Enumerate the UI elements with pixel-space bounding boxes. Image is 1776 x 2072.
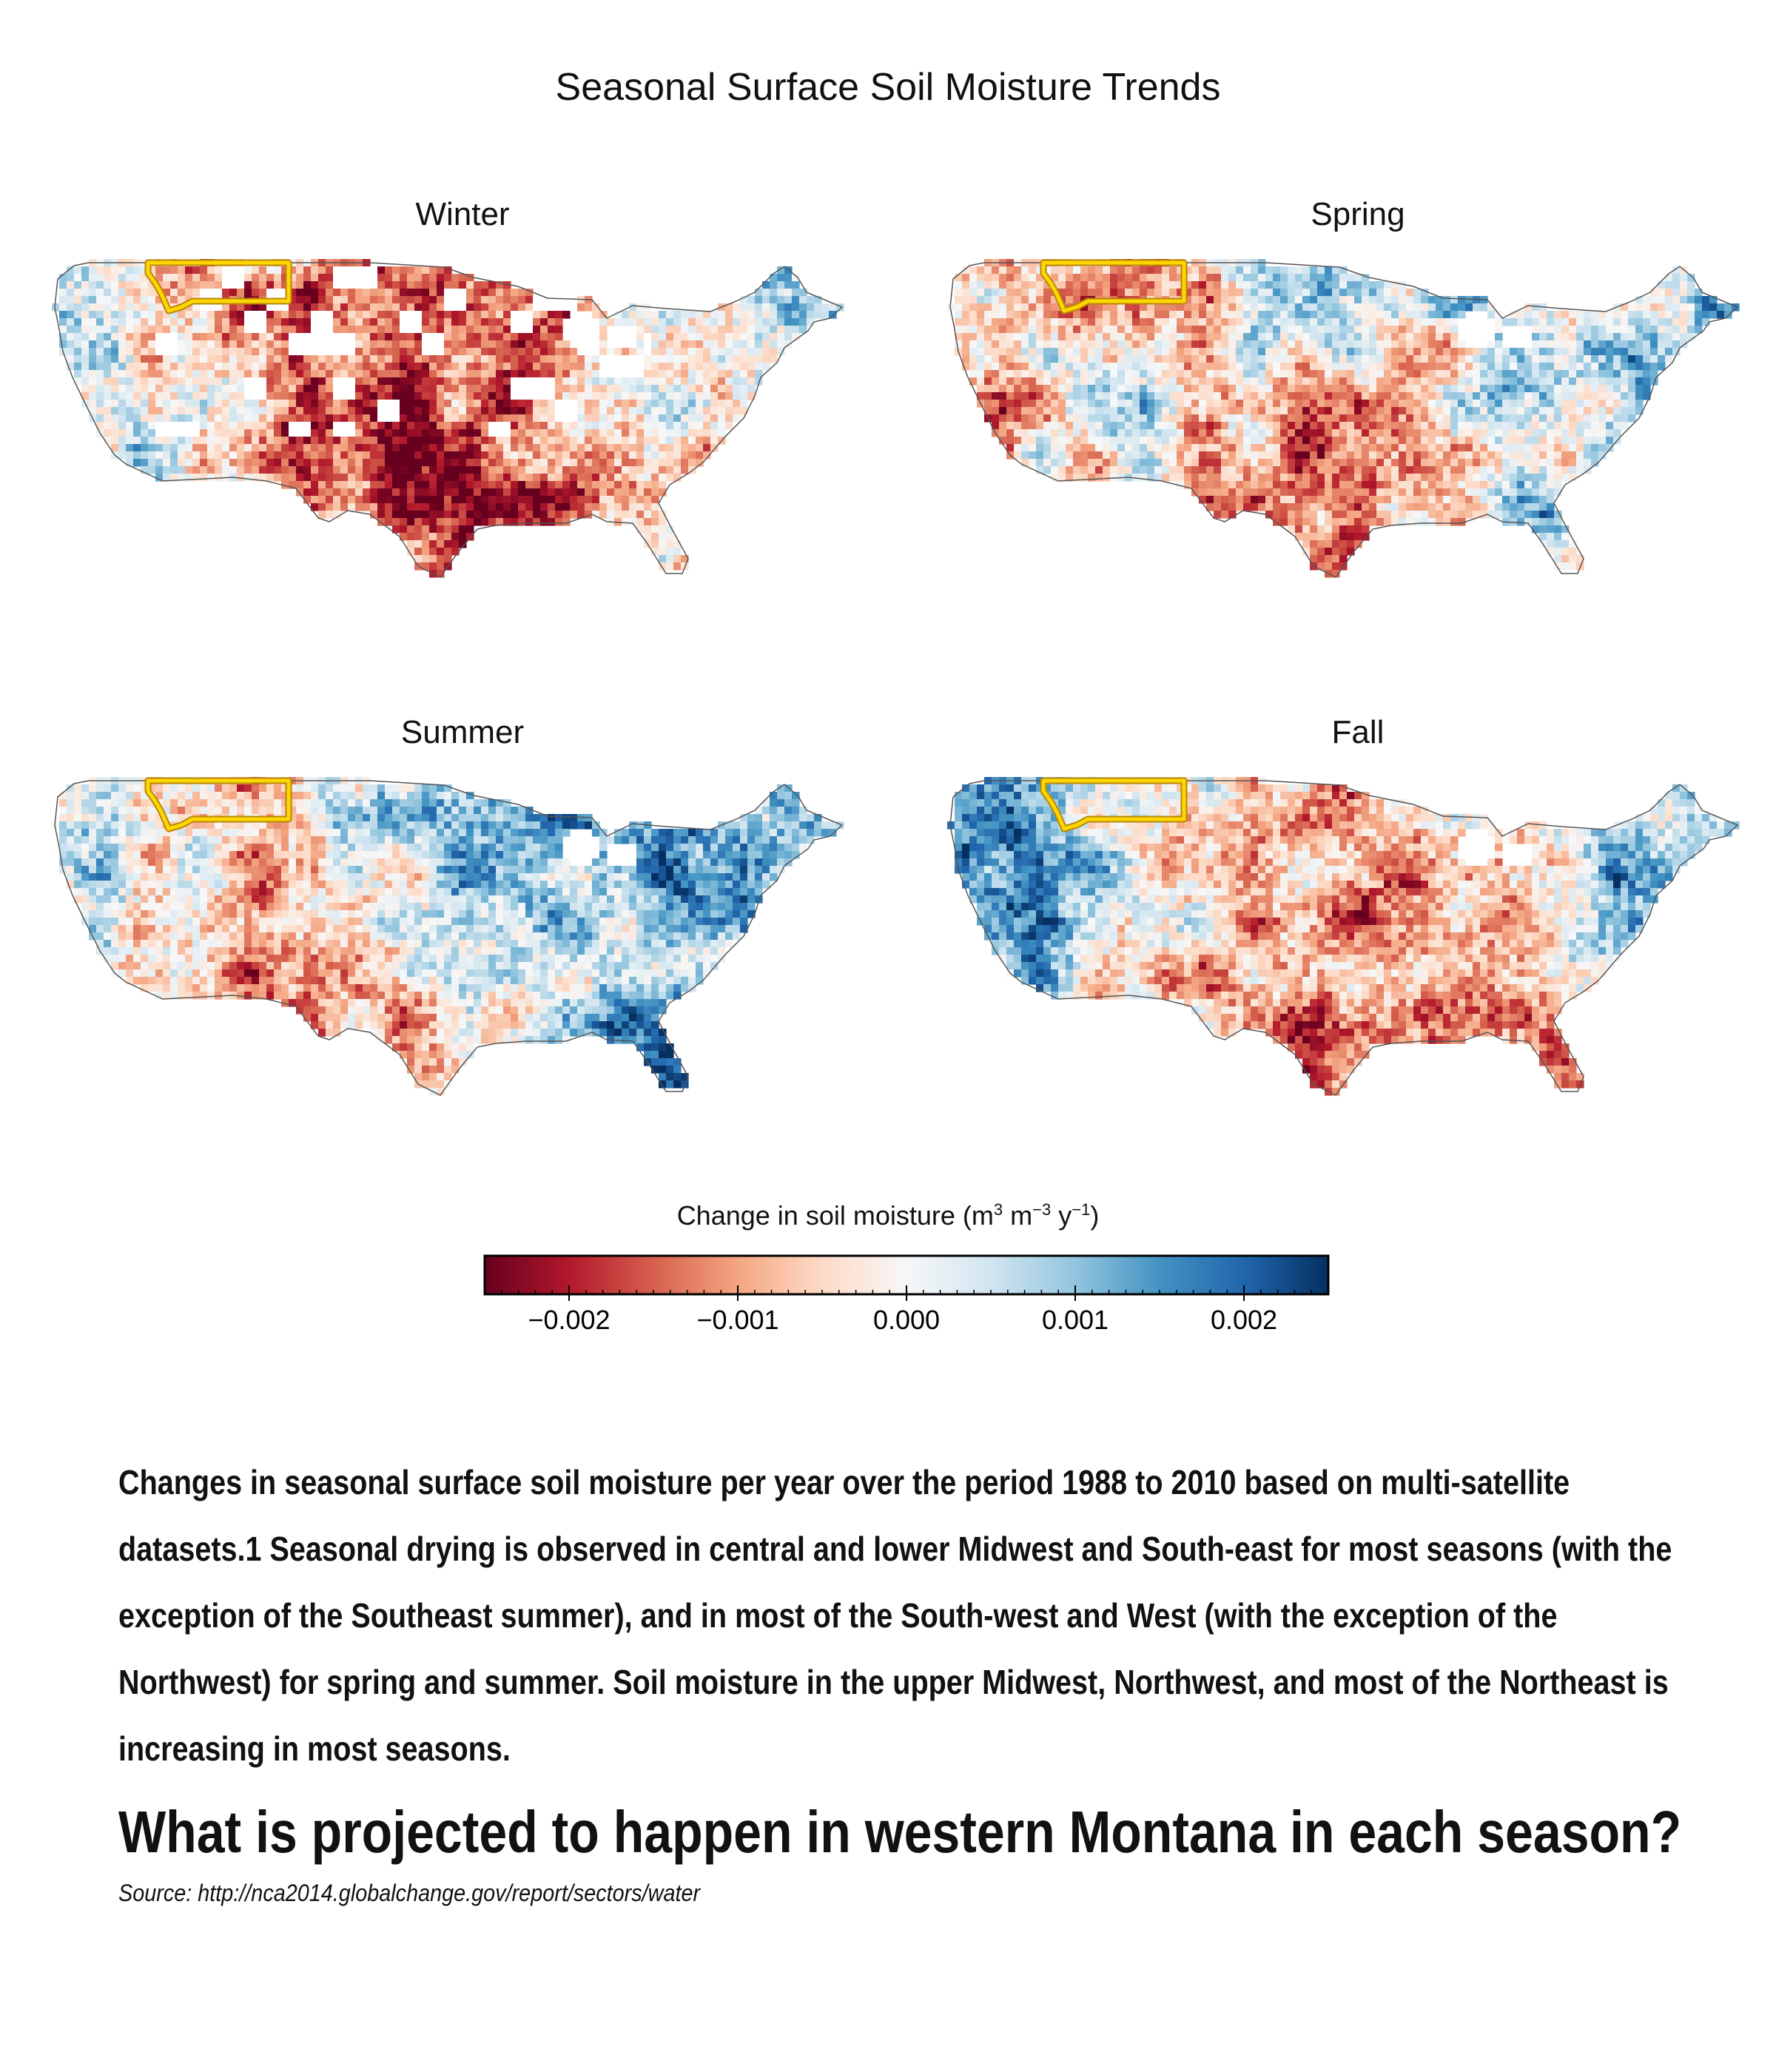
- winter-map-panel: Winter: [44, 196, 881, 610]
- colorbar-tick-label: −0.001: [696, 1305, 778, 1335]
- spring-map: [947, 259, 1740, 578]
- panel-title-spring: Spring: [1311, 196, 1405, 232]
- colorbar-title: Change in soil moisture (m3 m−3 y−1): [676, 1200, 1100, 1231]
- fall-map-panel: Fall: [940, 714, 1776, 1128]
- soil-moisture-grid: [52, 777, 844, 1096]
- montana-highlight: [1041, 778, 1186, 831]
- montana-highlight: [146, 260, 291, 313]
- panel-title-fall: Fall: [1331, 714, 1385, 750]
- figure-caption: Changes in seasonal surface soil moistur…: [118, 1463, 1672, 1768]
- us-outline: [54, 780, 844, 1096]
- colorbar-tick-label: 0.000: [873, 1305, 940, 1335]
- panel-title-summer: Summer: [400, 714, 525, 750]
- colorbar-tick-label: 0.001: [1042, 1305, 1109, 1335]
- soil-moisture-grid: [947, 777, 1740, 1096]
- colorbar: −0.002 −0.001 0.000 0.001 0.002: [483, 1254, 1330, 1335]
- montana-highlight: [1041, 260, 1186, 313]
- summer-map: [52, 777, 844, 1096]
- main-title: Seasonal Surface Soil Moisture Trends: [555, 66, 1221, 109]
- us-outline: [54, 262, 844, 578]
- summer-map-panel: Summer: [44, 714, 881, 1128]
- winter-map: [52, 259, 844, 578]
- fall-map: [947, 777, 1740, 1096]
- us-outline: [949, 780, 1739, 1096]
- colorbar-tick-label: 0.002: [1211, 1305, 1277, 1335]
- soil-moisture-grid: [52, 259, 844, 578]
- montana-highlight: [146, 778, 291, 831]
- question-text: What is projected to happen in western M…: [118, 1799, 1682, 1865]
- us-outline: [949, 262, 1739, 578]
- colorbar-tick-label: −0.002: [528, 1305, 610, 1335]
- source-citation: Source: http://nca2014.globalchange.gov/…: [118, 1880, 701, 1906]
- panel-title-winter: Winter: [415, 196, 510, 232]
- spring-map-panel: Spring: [940, 196, 1776, 610]
- soil-moisture-grid: [947, 259, 1740, 578]
